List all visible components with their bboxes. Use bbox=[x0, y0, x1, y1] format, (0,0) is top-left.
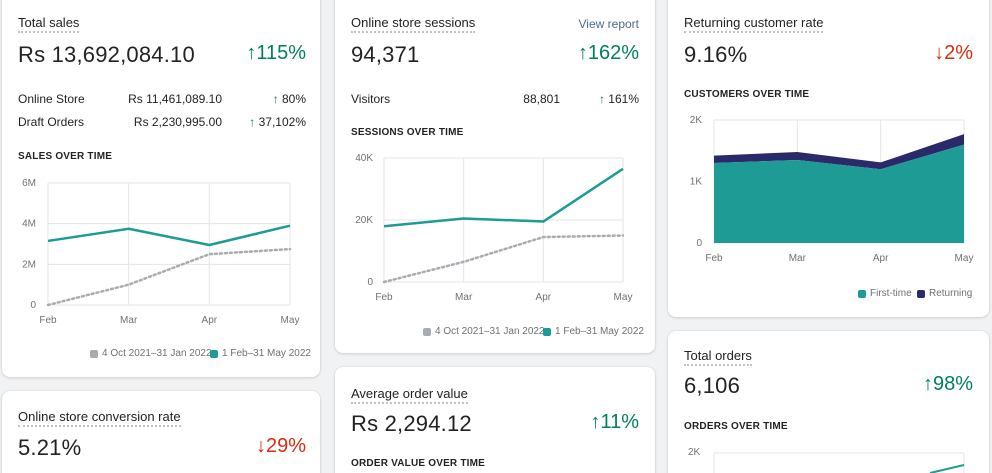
y-tick-label: 20K bbox=[355, 215, 373, 226]
returning-customer-card: Returning customer rate 9.16% ↓2% CUSTOM… bbox=[668, 0, 989, 317]
orders-chart-title: ORDERS OVER TIME bbox=[684, 421, 788, 432]
x-tick-label: May bbox=[281, 315, 300, 326]
y-tick-label: 0 bbox=[696, 238, 702, 249]
orders-over-time-chart bbox=[713, 452, 965, 473]
x-tick-label: May bbox=[955, 253, 974, 264]
legend-first-time: First-time bbox=[858, 288, 912, 299]
first-time-area bbox=[714, 144, 964, 243]
sales-over-time-chart: 0 2M 4M 6M Feb Mar Apr May bbox=[22, 178, 300, 326]
arrow-up-icon: ↑ bbox=[577, 42, 588, 64]
returning-delta: ↓2% bbox=[934, 42, 973, 64]
x-tick-label: Apr bbox=[536, 292, 552, 303]
draft-orders-value: Rs 2,230,995.00 bbox=[133, 115, 222, 129]
x-tick-label: May bbox=[614, 292, 633, 303]
x-tick-label: Apr bbox=[202, 315, 218, 326]
online-store-value: Rs 11,461,089.10 bbox=[128, 92, 222, 106]
current-period-line bbox=[47, 224, 291, 247]
draft-orders-label: Draft Orders bbox=[18, 115, 85, 129]
y-tick-label: 40K bbox=[355, 153, 373, 164]
legend-current-period: 1 Feb–31 May 2022 bbox=[543, 326, 644, 337]
y-tick-label: 4M bbox=[22, 219, 36, 230]
previous-period-line bbox=[382, 234, 625, 284]
legend-previous-period: 4 Oct 2021–31 Jan 2022 bbox=[423, 326, 545, 337]
aov-delta: ↑11% bbox=[590, 411, 639, 433]
aov-value: Rs 2,294.12 bbox=[351, 411, 472, 436]
x-tick-label: Feb bbox=[705, 253, 723, 264]
draft-orders-pct: ↑ 37,102% bbox=[249, 115, 306, 129]
returning-title[interactable]: Returning customer rate bbox=[684, 15, 824, 33]
sessions-title[interactable]: Online store sessions bbox=[351, 15, 476, 33]
x-tick-label: Apr bbox=[873, 253, 889, 264]
order-value-chart-title: ORDER VALUE OVER TIME bbox=[351, 458, 486, 469]
legend-swatch bbox=[543, 327, 551, 336]
conversion-title[interactable]: Online store conversion rate bbox=[18, 409, 181, 427]
orders-ytick-2k: 2K bbox=[688, 447, 701, 458]
current-period-line bbox=[383, 167, 624, 228]
average-order-value-card: Average order value Rs 2,294.12 ↑11% ORD… bbox=[335, 367, 655, 473]
y-tick-label: 0 bbox=[30, 300, 36, 311]
conversion-delta: ↓29% bbox=[255, 435, 306, 457]
arrow-down-icon: ↓ bbox=[934, 42, 945, 64]
legend-returning: Returning bbox=[917, 288, 972, 299]
arrow-down-icon: ↓ bbox=[255, 435, 266, 457]
conversion-rate-card: Online store conversion rate 5.21% ↓29% bbox=[2, 391, 320, 473]
x-tick-label: Feb bbox=[375, 292, 393, 303]
sessions-delta: ↑162% bbox=[577, 42, 639, 64]
sessions-over-time-chart: 0 20K 40K Feb Mar Apr May bbox=[355, 153, 633, 303]
x-tick-label: Mar bbox=[455, 292, 473, 303]
returning-area bbox=[714, 134, 964, 170]
aov-title[interactable]: Average order value bbox=[351, 386, 468, 404]
conversion-value: 5.21% bbox=[18, 435, 82, 460]
legend-current-period: 1 Feb–31 May 2022 bbox=[210, 348, 311, 359]
y-tick-label: 6M bbox=[22, 178, 36, 189]
sessions-value: 94,371 bbox=[351, 42, 420, 67]
y-tick-label: 0 bbox=[367, 277, 373, 288]
total-sales-title[interactable]: Total sales bbox=[18, 15, 80, 33]
legend-previous-period: 4 Oct 2021–31 Jan 2022 bbox=[90, 348, 212, 359]
legend-swatch bbox=[858, 289, 866, 298]
previous-period-line bbox=[46, 247, 292, 307]
arrow-up-icon: ↑ bbox=[272, 92, 279, 106]
sessions-card: Online store sessions View report 94,371… bbox=[335, 0, 655, 353]
orders-series-line bbox=[929, 464, 965, 473]
legend-swatch bbox=[917, 289, 925, 298]
y-tick-label: 2K bbox=[690, 115, 703, 126]
arrow-up-icon: ↑ bbox=[246, 42, 257, 64]
arrow-up-icon: ↑ bbox=[922, 373, 933, 395]
total-sales-delta: ↑115% bbox=[246, 42, 306, 64]
sales-chart-title: SALES OVER TIME bbox=[18, 151, 113, 162]
x-tick-label: Mar bbox=[120, 315, 138, 326]
x-tick-label: Mar bbox=[789, 253, 807, 264]
online-store-pct: ↑ 80% bbox=[272, 92, 306, 106]
x-tick-label: Feb bbox=[39, 315, 57, 326]
arrow-up-icon: ↑ bbox=[598, 92, 605, 106]
visitors-label: Visitors bbox=[351, 92, 391, 106]
arrow-up-icon: ↑ bbox=[590, 411, 601, 433]
customers-over-time-chart: 0 1K 2K Feb Mar Apr May bbox=[690, 115, 974, 264]
orders-delta: ↑98% bbox=[922, 373, 973, 395]
legend-swatch bbox=[423, 327, 431, 336]
orders-title[interactable]: Total orders bbox=[684, 348, 752, 366]
total-sales-value: Rs 13,692,084.10 bbox=[18, 42, 195, 67]
total-orders-card: Total orders 6,106 ↑98% ORDERS OVER TIME… bbox=[668, 331, 989, 473]
customers-chart-title: CUSTOMERS OVER TIME bbox=[684, 89, 810, 100]
visitors-pct: ↑ 161% bbox=[598, 92, 639, 106]
arrow-up-icon: ↑ bbox=[249, 115, 256, 129]
returning-value: 9.16% bbox=[684, 42, 748, 67]
y-tick-label: 2M bbox=[22, 259, 36, 270]
view-report-link[interactable]: View report bbox=[578, 17, 639, 31]
orders-value: 6,106 bbox=[684, 373, 741, 398]
total-sales-card: Total sales Rs 13,692,084.10 ↑115% Onlin… bbox=[2, 0, 320, 377]
y-tick-label: 1K bbox=[690, 177, 703, 188]
visitors-value: 88,801 bbox=[523, 92, 560, 106]
legend-swatch bbox=[210, 349, 218, 358]
online-store-label: Online Store bbox=[18, 92, 85, 106]
sessions-chart-title: SESSIONS OVER TIME bbox=[351, 127, 464, 138]
legend-swatch bbox=[90, 349, 98, 358]
